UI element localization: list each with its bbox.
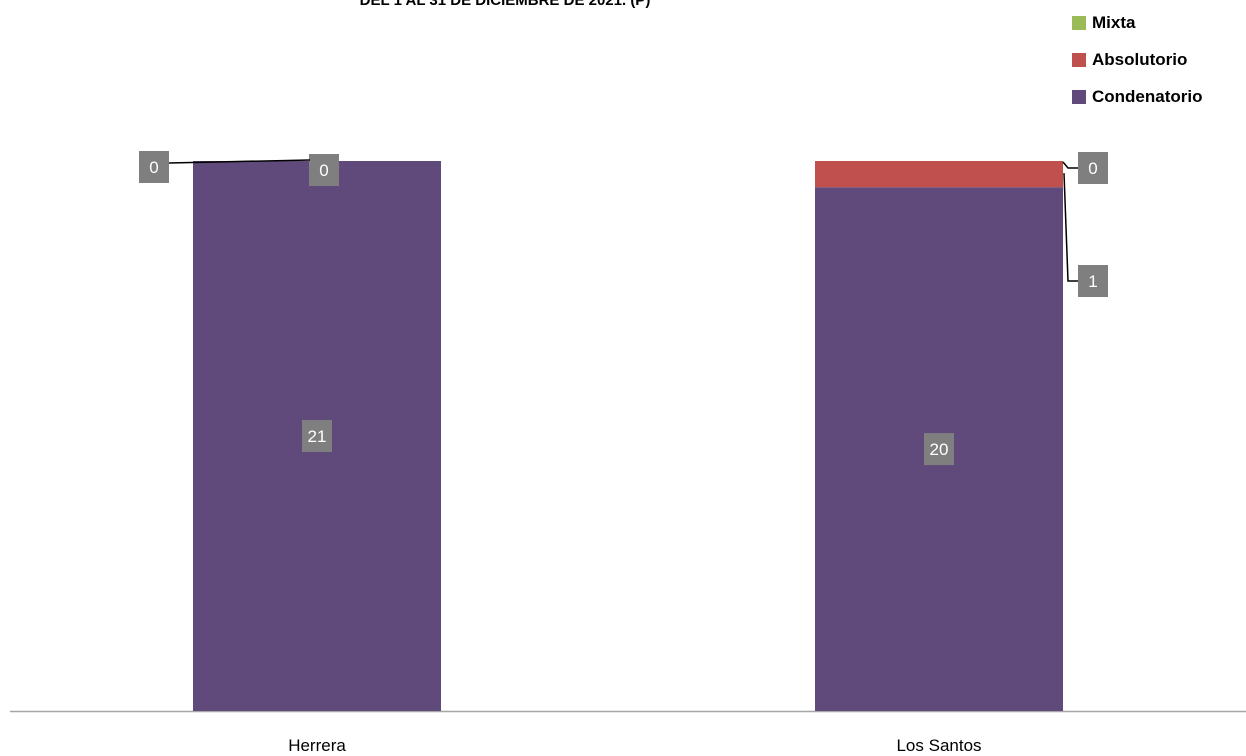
data-label-condenatorio-herrera-box — [302, 420, 332, 452]
legend-label-mixta: Mixta — [1092, 13, 1136, 32]
chart-title: DEL 1 AL 31 DE DICIEMBRE DE 2021. (P) — [359, 0, 651, 9]
data-label-mixta-los-santos: 0 — [1088, 159, 1097, 178]
data-label-mixta-herrera-box — [139, 151, 169, 183]
data-label-condenatorio-herrera: 21 — [308, 427, 327, 446]
x-tick-label-herrera: Herrera — [288, 736, 346, 755]
data-label-mixta-herrera-leader — [168, 159, 311, 164]
data-label-absolutorio-los-santos-leader — [1063, 173, 1078, 282]
bar-absolutorio-los-santos — [815, 161, 1063, 188]
legend-label-absolutorio: Absolutorio — [1092, 50, 1188, 69]
chart-legend: Mixta Absolutorio Condenatorio — [1072, 8, 1203, 119]
legend-item-absolutorio: Absolutorio — [1072, 45, 1203, 75]
data-label-mixta-los-santos-box — [1078, 152, 1108, 184]
legend-item-condenatorio: Condenatorio — [1072, 82, 1203, 112]
data-label-absolutorio-herrera: 0 — [319, 161, 328, 180]
data-label-absolutorio-los-santos-box — [1078, 265, 1108, 297]
legend-item-mixta: Mixta — [1072, 8, 1203, 38]
data-label-mixta-los-santos-leader — [1062, 161, 1078, 169]
x-tick-label-los-santos: Los Santos — [896, 736, 981, 755]
legend-swatch-mixta — [1072, 16, 1086, 30]
legend-swatch-absolutorio — [1072, 53, 1086, 67]
data-label-condenatorio-los-santos-box — [924, 433, 954, 466]
data-label-condenatorio-los-santos: 20 — [930, 440, 949, 459]
data-label-mixta-herrera: 0 — [149, 158, 158, 177]
data-label-absolutorio-herrera-box — [309, 154, 339, 186]
legend-label-condenatorio: Condenatorio — [1092, 87, 1203, 106]
data-label-absolutorio-los-santos: 1 — [1088, 272, 1097, 291]
legend-swatch-condenatorio — [1072, 90, 1086, 104]
